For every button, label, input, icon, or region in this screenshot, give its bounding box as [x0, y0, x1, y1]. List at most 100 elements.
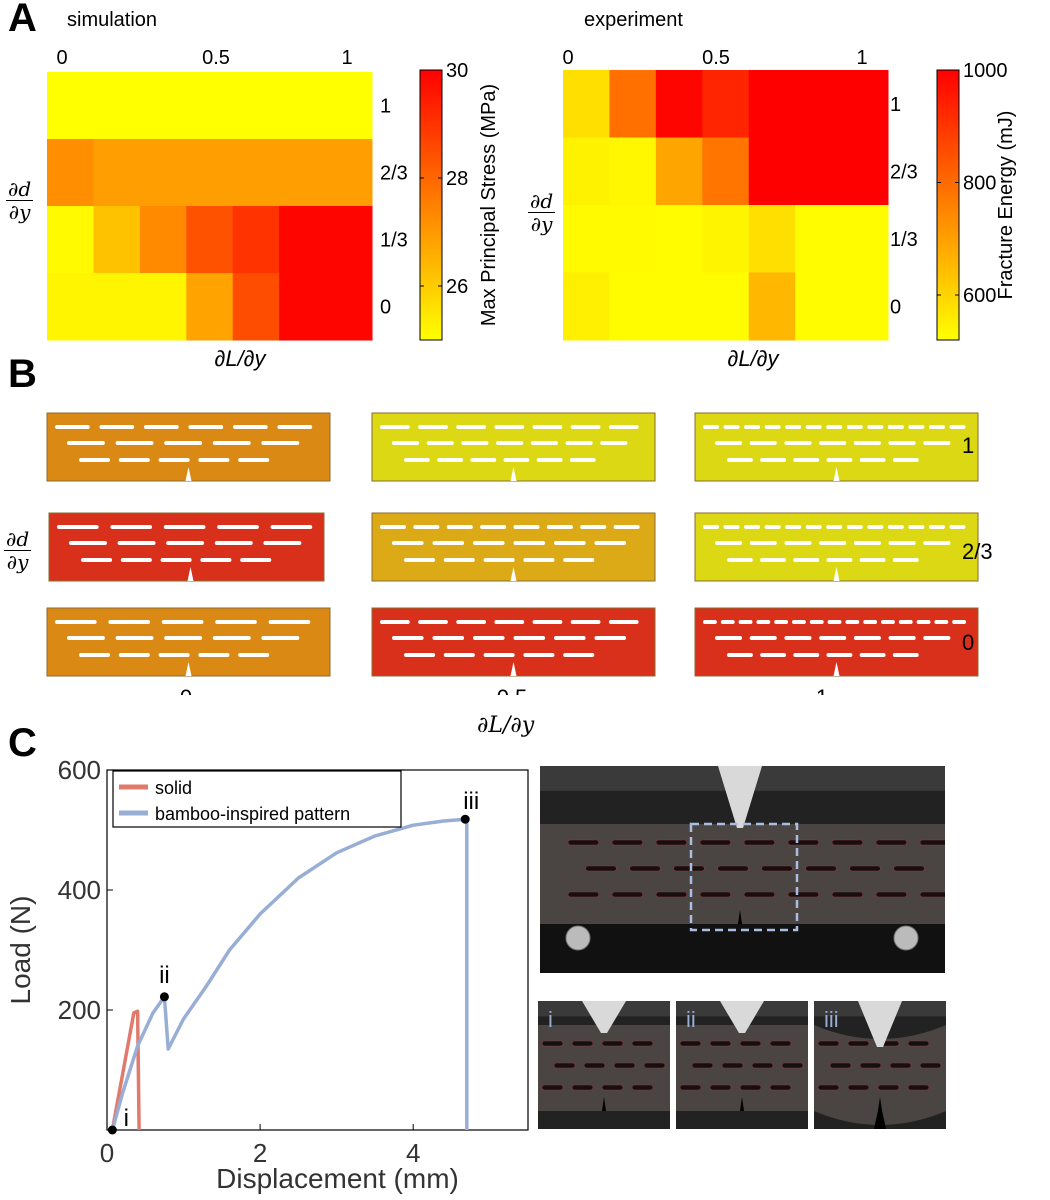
specimen-slit: [699, 839, 732, 846]
notch: [510, 662, 517, 676]
slit: [470, 458, 497, 462]
specimen-slit: [781, 1062, 804, 1069]
series-line-solid: [110, 1009, 141, 1131]
heatmap-cell: [563, 205, 610, 273]
slit: [198, 653, 230, 657]
slit: [887, 425, 904, 429]
colorbar-tick-label: 600: [963, 285, 996, 307]
dd-dy-label-panel-b: ∂d ∂y: [4, 527, 32, 574]
notch: [185, 662, 192, 676]
slit: [764, 425, 781, 429]
slit: [158, 458, 190, 462]
marker-point: [107, 1125, 117, 1135]
heatmap-cell: [748, 205, 796, 273]
slit: [727, 558, 753, 562]
heatmap-cell: [325, 206, 373, 274]
slit: [215, 620, 257, 624]
loading-pin: [718, 766, 762, 828]
slit: [67, 441, 105, 445]
slit: [863, 620, 878, 624]
notch: [187, 567, 194, 581]
x-axis-label: Displacement (mm): [216, 1163, 459, 1194]
slit: [270, 525, 313, 529]
slit: [79, 653, 111, 657]
slit: [764, 525, 781, 529]
loading-pin: [720, 1001, 764, 1033]
marker-point: [159, 992, 169, 1002]
slit: [110, 525, 153, 529]
specimen-slit: [831, 891, 864, 898]
slit: [723, 425, 740, 429]
y-tick-label: 2/3: [890, 161, 918, 183]
slit: [261, 441, 300, 445]
specimen-slit: [743, 891, 776, 898]
specimen-slit: [717, 865, 749, 872]
tile-background: [48, 512, 325, 582]
heatmap-cell: [279, 72, 327, 140]
slit: [67, 636, 105, 640]
heatmap-cell: [655, 272, 703, 341]
slit: [853, 441, 881, 445]
plot-frame: [106, 769, 529, 1131]
y-tick-label: 400: [58, 875, 101, 905]
geometry-tile: [48, 512, 325, 582]
heatmap-cell: [841, 70, 889, 138]
slit: [494, 620, 525, 624]
heatmap-cell: [655, 205, 703, 273]
heatmap-cell: [702, 70, 750, 138]
geometry-tile: [694, 607, 979, 677]
slit: [163, 525, 206, 529]
marker-point: [460, 814, 470, 824]
slit: [846, 425, 863, 429]
slit: [392, 541, 424, 545]
slit: [380, 425, 410, 429]
slit: [853, 636, 881, 640]
specimen-slit: [743, 839, 776, 846]
marker-label: iii: [463, 788, 479, 815]
inset-photo-i: i: [538, 1001, 670, 1129]
heatmap-cell: [609, 272, 657, 341]
panel-b-col-label: 0: [180, 685, 192, 695]
specimen-slit: [655, 839, 688, 846]
panel-b-col-label: 0.5: [497, 685, 528, 695]
slit: [494, 425, 525, 429]
left-support-roller: [565, 925, 591, 951]
slit: [55, 620, 97, 624]
slit: [160, 558, 192, 562]
slit: [392, 636, 424, 640]
zoom-region-box: [689, 822, 799, 932]
slit: [217, 525, 259, 529]
heatmap-cell: [232, 139, 280, 207]
heatmap-cell: [93, 72, 141, 140]
slit: [81, 558, 113, 562]
slit: [908, 525, 925, 529]
dd-dy-label-simulation: ∂d ∂y: [6, 177, 34, 224]
marker-label: i: [124, 1105, 129, 1132]
heatmap-cell: [325, 72, 373, 140]
heatmap-cell: [47, 273, 94, 341]
heatmap-cell: [609, 137, 657, 206]
geometry-tile: [694, 512, 979, 582]
slit: [79, 458, 111, 462]
slit: [715, 441, 743, 445]
slit: [530, 441, 558, 445]
heatmap-cell: [186, 273, 234, 341]
colorbar-tick-label: 30: [446, 60, 468, 82]
heatmap-cell: [279, 139, 327, 207]
notch: [510, 567, 517, 581]
loading-pin: [858, 1001, 902, 1047]
heatmap-cell: [609, 70, 657, 138]
heatmap-cell: [232, 72, 280, 140]
slit: [923, 441, 951, 445]
colorbar-tick-label: 800: [963, 173, 996, 195]
specimen-slit: [709, 1040, 732, 1047]
loading-pin: [582, 1001, 626, 1033]
slit: [214, 541, 253, 545]
panel-letter-c: C: [8, 721, 37, 765]
slit: [703, 525, 720, 529]
slit: [916, 620, 931, 624]
heatmap-cell: [702, 272, 750, 341]
geometry-tile: [46, 412, 331, 482]
slit: [784, 541, 812, 545]
slit: [934, 620, 949, 624]
